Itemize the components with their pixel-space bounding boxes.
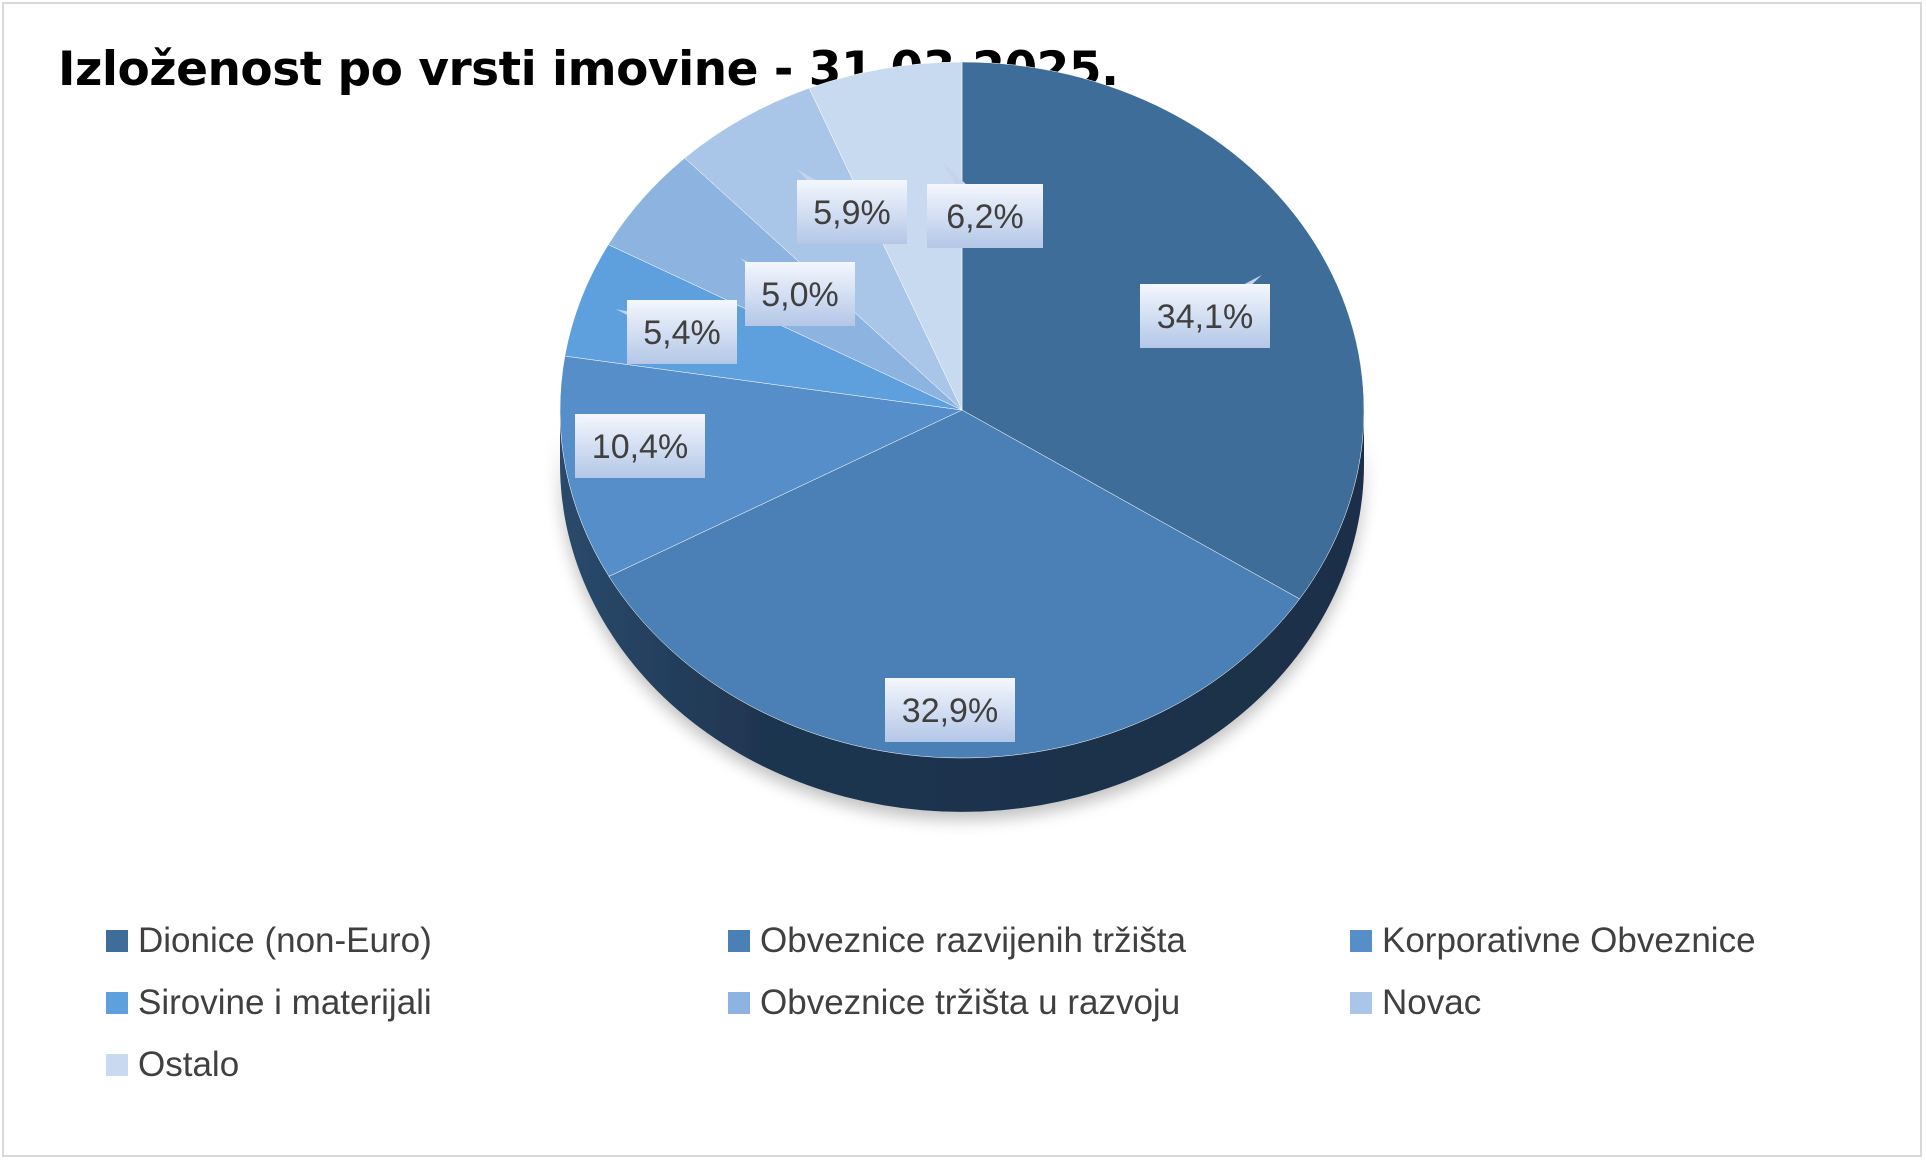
data-label-text: 5,4%: [643, 314, 721, 352]
data-label: 6,2%: [927, 161, 1043, 248]
legend-swatch: [106, 992, 128, 1014]
data-label: 34,1%: [1140, 275, 1270, 348]
data-label-text: 5,9%: [813, 194, 891, 232]
pie-slice[interactable]: [564, 244, 963, 411]
legend-item: Obveznice tržišta u razvoju: [728, 980, 1350, 1026]
label-box: [927, 184, 1043, 248]
label-box: [575, 414, 705, 478]
data-label: 5,9%: [796, 169, 907, 244]
data-label: 10,4%: [575, 414, 705, 478]
legend-label: Dionice (non-Euro): [138, 921, 432, 960]
legend-swatch: [1350, 930, 1372, 952]
legend-item: Sirovine i materijali: [106, 980, 728, 1026]
legend-item: Novac: [1350, 980, 1870, 1026]
legend-label: Sirovine i materijali: [138, 983, 432, 1022]
legend-label: Novac: [1382, 983, 1482, 1022]
data-label: 5,4%: [615, 300, 737, 364]
pie-slice[interactable]: [684, 87, 963, 411]
legend-item: Dionice (non-Euro): [106, 918, 728, 964]
data-label-text: 5,0%: [761, 276, 839, 314]
legend-label: Korporativne Obveznice: [1382, 921, 1756, 960]
legend-item: Ostalo: [106, 1042, 728, 1088]
data-label-text: 10,4%: [592, 428, 688, 466]
legend-label: Obveznice tržišta u razvoju: [760, 983, 1181, 1022]
legend-swatch: [728, 930, 750, 952]
pie-top: [559, 61, 1365, 759]
legend-item: Obveznice razvijenih tržišta: [728, 918, 1350, 964]
legend-item: Korporativne Obveznice: [1350, 918, 1870, 964]
data-label: 32,9%: [885, 678, 1015, 742]
data-label-text: 34,1%: [1157, 298, 1253, 336]
label-box: [885, 678, 1015, 742]
legend-label: Ostalo: [138, 1045, 240, 1084]
data-label: 5,0%: [739, 258, 855, 326]
legend-swatch: [728, 992, 750, 1014]
data-labels: 34,1% 32,9% 10,4% 5,4% 5,0% 5,9% 6,2%: [575, 161, 1270, 742]
pie-slice[interactable]: [608, 409, 1300, 759]
legend-label: Obveznice razvijenih tržišta: [760, 921, 1186, 960]
legend-swatch: [106, 1054, 128, 1076]
label-box: [797, 180, 907, 244]
label-box: [745, 262, 855, 326]
legend-swatch: [106, 930, 128, 952]
label-box: [627, 300, 737, 364]
legend-swatch: [1350, 992, 1372, 1014]
pie-slice[interactable]: [559, 355, 963, 577]
label-box: [1140, 284, 1270, 348]
legend: Dionice (non-Euro) Obveznice razvijenih t…: [106, 918, 1866, 1088]
data-label-text: 6,2%: [946, 198, 1024, 236]
data-label-text: 32,9%: [902, 692, 998, 730]
